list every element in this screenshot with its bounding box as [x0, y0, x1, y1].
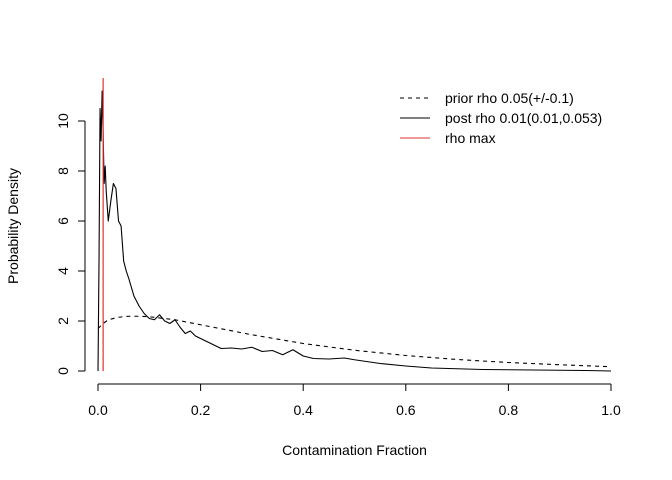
x-tick-label: 0.8 — [499, 402, 519, 418]
x-axis-title: Contamination Fraction — [282, 442, 427, 458]
y-tick-label: 6 — [55, 217, 71, 225]
x-tick-label: 0.6 — [396, 402, 416, 418]
prior-density-line — [97, 315, 612, 368]
y-axis-title: Probability Density — [5, 168, 21, 284]
y-tick-label: 8 — [55, 167, 71, 175]
legend-label: rho max — [445, 130, 496, 146]
posterior-density-line — [97, 90, 612, 372]
y-tick-label: 10 — [55, 113, 71, 129]
legend-label: post rho 0.01(0.01,0.053) — [445, 110, 602, 126]
x-tick-label: 0.2 — [191, 402, 211, 418]
y-tick-label: 2 — [55, 317, 71, 325]
x-tick-label: 0.0 — [88, 402, 108, 418]
y-tick-label: 0 — [55, 367, 71, 375]
legend-label: prior rho 0.05(+/-0.1) — [445, 90, 574, 106]
x-tick-label: 1.0 — [601, 402, 621, 418]
y-tick-label: 4 — [55, 267, 71, 275]
axes: 0.0 0.2 0.4 0.6 0.8 1.0 0 2 4 6 8 10 — [55, 113, 621, 418]
legend: prior rho 0.05(+/-0.1) post rho 0.01(0.01… — [400, 90, 602, 146]
x-tick-label: 0.4 — [293, 402, 313, 418]
plot-area — [97, 78, 612, 372]
